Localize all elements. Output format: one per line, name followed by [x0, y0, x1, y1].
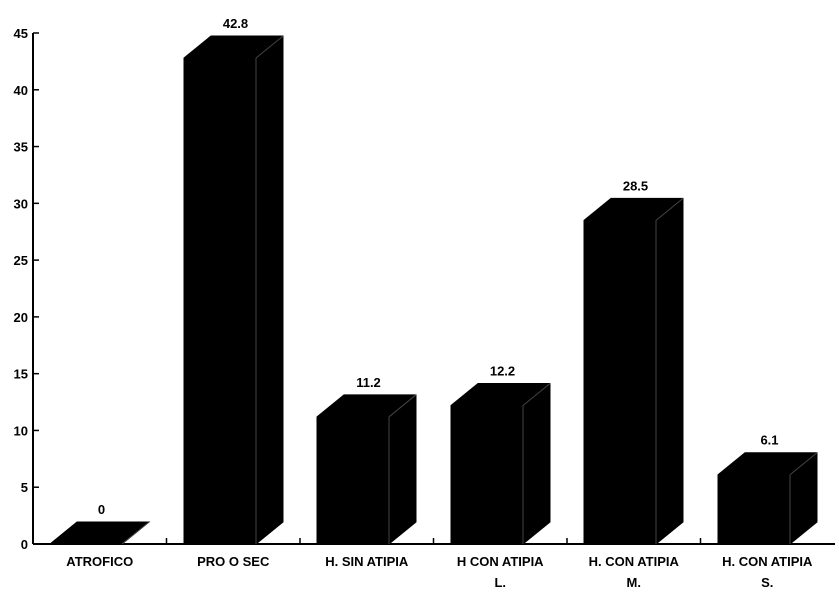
- x-tick-label: PRO O SEC: [197, 554, 270, 569]
- data-label: 0: [98, 502, 105, 517]
- y-tick-label: 35: [14, 140, 28, 155]
- bar: [48, 521, 151, 545]
- y-tick-label: 25: [14, 253, 28, 268]
- bar-edge: [655, 197, 684, 221]
- x-tick-label: M.: [627, 575, 641, 590]
- chart-axes: 0 5 10 15 20 25 30 35 40 45: [14, 26, 835, 552]
- bar-edge: [121, 521, 150, 545]
- y-tick-label: 10: [14, 423, 28, 438]
- y-tick-label: 0: [21, 537, 28, 552]
- bar-edge: [388, 394, 417, 418]
- y-tick-label: 20: [14, 310, 28, 325]
- data-labels: 0 42.8 11.2 12.2 28.5 6.1: [98, 16, 779, 517]
- y-tick-label: 15: [14, 367, 28, 382]
- bar: [717, 452, 818, 545]
- x-tick-label: H. CON ATIPIA: [589, 554, 680, 569]
- data-label: 28.5: [623, 178, 648, 193]
- x-tick-label: H. CON ATIPIA: [722, 554, 813, 569]
- x-tick-label: H CON ATIPIA: [457, 554, 544, 569]
- bar-series: [48, 35, 818, 545]
- x-tick-label: ATROFICO: [66, 554, 133, 569]
- data-label: 11.2: [356, 375, 381, 390]
- bar: [316, 394, 417, 545]
- y-tick-label: 45: [14, 26, 28, 41]
- data-label: 6.1: [760, 433, 778, 448]
- x-tick-label: L.: [494, 575, 506, 590]
- bar-edge: [789, 452, 818, 476]
- bar: [183, 35, 284, 545]
- bar: [450, 382, 551, 545]
- bar: [583, 197, 684, 545]
- y-tick-label: 40: [14, 83, 28, 98]
- data-label: 12.2: [490, 363, 515, 378]
- data-label: 42.8: [223, 16, 248, 31]
- x-tick-label: S.: [761, 575, 773, 590]
- bar-edge: [255, 35, 284, 59]
- category-labels: ATROFICO PRO O SEC H. SIN ATIPIA H CON ATIP…: [66, 554, 813, 590]
- y-tick-label: 30: [14, 196, 28, 211]
- bar-edge: [522, 383, 551, 406]
- x-tick-label: H. SIN ATIPIA: [325, 554, 409, 569]
- y-tick-label: 5: [21, 480, 28, 495]
